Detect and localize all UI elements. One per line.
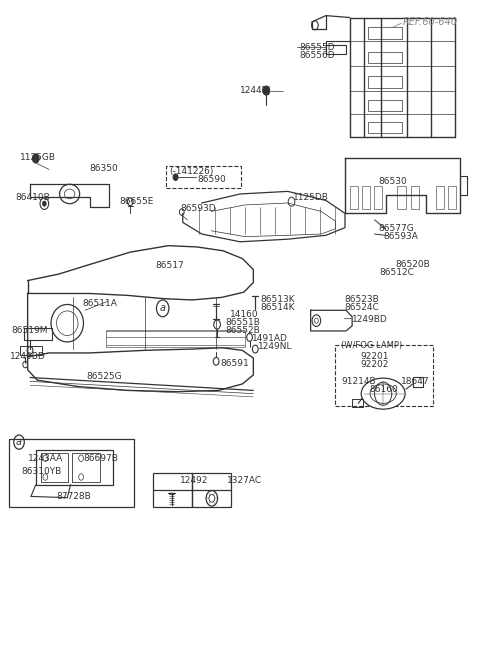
Bar xyxy=(24,328,52,340)
Text: 1249BD: 1249BD xyxy=(352,315,388,324)
Text: 86524C: 86524C xyxy=(344,303,379,312)
Text: 86512C: 86512C xyxy=(380,268,415,277)
Text: 86590: 86590 xyxy=(197,175,226,184)
Bar xyxy=(413,378,423,387)
Text: a: a xyxy=(160,303,166,313)
Bar xyxy=(447,186,456,210)
Bar xyxy=(368,121,402,133)
Circle shape xyxy=(33,154,39,163)
Text: 86514K: 86514K xyxy=(260,303,295,312)
Bar xyxy=(336,345,433,406)
Text: 1491AD: 1491AD xyxy=(252,334,288,343)
Text: 86697B: 86697B xyxy=(84,454,119,463)
Text: 86593A: 86593A xyxy=(383,232,418,241)
Text: REF.60-640: REF.60-640 xyxy=(402,17,457,27)
Circle shape xyxy=(173,174,178,180)
Text: 86513K: 86513K xyxy=(260,295,295,304)
Text: a: a xyxy=(16,437,22,447)
Text: 1249NL: 1249NL xyxy=(258,342,293,351)
Bar xyxy=(350,186,359,210)
Text: (W/FOG LAMP): (W/FOG LAMP) xyxy=(341,341,402,350)
Text: 86520B: 86520B xyxy=(395,260,430,269)
Bar xyxy=(192,473,231,507)
Bar xyxy=(368,27,402,39)
Text: 1327AC: 1327AC xyxy=(227,476,262,485)
Bar xyxy=(352,400,363,407)
Bar xyxy=(411,186,420,210)
Bar xyxy=(153,473,192,507)
Text: 86577G: 86577G xyxy=(378,225,414,234)
Text: 12492: 12492 xyxy=(180,476,209,485)
Bar xyxy=(362,186,370,210)
Text: 86655E: 86655E xyxy=(120,197,154,206)
Bar xyxy=(368,99,402,111)
Text: 86160: 86160 xyxy=(370,385,398,394)
Text: 86410B: 86410B xyxy=(16,193,50,202)
Text: 86310YB: 86310YB xyxy=(22,467,62,476)
Text: 86517: 86517 xyxy=(155,260,184,269)
Text: 86591: 86591 xyxy=(220,359,249,368)
Text: 86519M: 86519M xyxy=(11,326,48,336)
Text: 86511A: 86511A xyxy=(83,299,118,308)
Text: 86593D: 86593D xyxy=(180,204,216,213)
Ellipse shape xyxy=(361,378,405,409)
Text: 86350: 86350 xyxy=(90,164,119,173)
Text: (-141226): (-141226) xyxy=(169,167,214,177)
Bar xyxy=(40,453,68,482)
Text: 1243AA: 1243AA xyxy=(28,454,63,463)
Circle shape xyxy=(263,86,270,95)
Text: 1125DB: 1125DB xyxy=(292,193,328,202)
Text: 86552B: 86552B xyxy=(226,326,261,335)
Bar xyxy=(36,450,113,485)
Bar xyxy=(436,186,444,210)
Circle shape xyxy=(42,201,46,206)
Text: 86555D: 86555D xyxy=(300,43,335,53)
Text: 1244BJ: 1244BJ xyxy=(240,86,271,95)
Bar xyxy=(397,186,406,210)
Text: 92201: 92201 xyxy=(360,352,389,361)
Text: 18647: 18647 xyxy=(401,377,430,386)
Text: 1249BD: 1249BD xyxy=(10,352,46,361)
Text: 86530: 86530 xyxy=(378,177,407,186)
Text: 14160: 14160 xyxy=(229,310,258,319)
Bar xyxy=(373,186,382,210)
Bar xyxy=(72,453,100,482)
Bar xyxy=(166,166,241,188)
Text: 86551B: 86551B xyxy=(226,318,261,327)
Text: 87728B: 87728B xyxy=(56,492,91,501)
Text: 92202: 92202 xyxy=(360,360,389,369)
Text: 86523B: 86523B xyxy=(344,295,379,304)
Bar xyxy=(368,52,402,64)
Bar xyxy=(326,45,346,55)
Bar xyxy=(368,77,402,88)
Text: 86556D: 86556D xyxy=(300,51,335,60)
Bar xyxy=(9,439,133,507)
Text: 91214B: 91214B xyxy=(341,377,376,386)
Text: 1125GB: 1125GB xyxy=(20,153,56,162)
Bar xyxy=(20,347,42,355)
Text: 86525G: 86525G xyxy=(86,372,122,381)
